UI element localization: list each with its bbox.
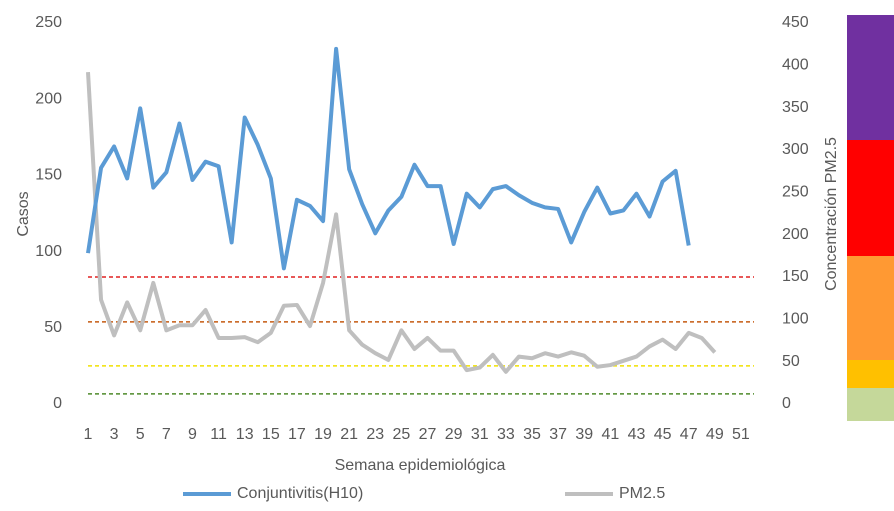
x-tick-label: 13 xyxy=(236,426,254,443)
x-tick-label: 7 xyxy=(162,426,171,443)
x-tick-label: 27 xyxy=(419,426,437,443)
y2-tick-label: 200 xyxy=(782,226,809,243)
x-axis-title: Semana epidemiológica xyxy=(335,457,506,474)
y-tick-label: 0 xyxy=(53,395,62,412)
y2-tick-label: 250 xyxy=(782,184,809,201)
x-tick-label: 39 xyxy=(575,426,593,443)
y2-tick-label: 0 xyxy=(782,395,791,412)
x-tick-label: 31 xyxy=(471,426,489,443)
x-tick-label: 15 xyxy=(262,426,280,443)
x-tick-label: 43 xyxy=(628,426,646,443)
y-tick-label: 100 xyxy=(35,243,62,260)
x-tick-label: 23 xyxy=(366,426,384,443)
y2-axis-title: Concentración PM2.5 xyxy=(823,137,840,291)
x-tick-label: 29 xyxy=(445,426,463,443)
x-tick-label: 17 xyxy=(288,426,306,443)
x-tick-label: 51 xyxy=(732,426,750,443)
x-tick-label: 11 xyxy=(210,426,227,443)
x-tick-label: 3 xyxy=(110,426,119,443)
x-tick-label: 45 xyxy=(654,426,672,443)
y-tick-label: 50 xyxy=(44,319,62,336)
y-tick-label: 200 xyxy=(35,90,62,107)
y2-tick-label: 350 xyxy=(782,99,809,116)
scale-band xyxy=(847,256,894,360)
x-tick-label: 49 xyxy=(706,426,724,443)
series-line xyxy=(86,71,717,374)
x-tick-label: 19 xyxy=(314,426,332,443)
x-tick-label: 35 xyxy=(523,426,541,443)
y2-tick-label: 50 xyxy=(782,353,800,370)
x-tick-label: 1 xyxy=(84,426,93,443)
scale-band xyxy=(847,360,894,388)
y2-tick-label: 100 xyxy=(782,311,809,328)
y2-tick-label: 400 xyxy=(782,57,809,74)
y-axis-title: Casos xyxy=(15,191,32,236)
x-tick-label: 5 xyxy=(136,426,145,443)
series-line xyxy=(86,46,691,271)
x-tick-label: 33 xyxy=(497,426,515,443)
x-tick-label: 21 xyxy=(340,426,358,443)
x-tick-label: 25 xyxy=(393,426,411,443)
x-tick-label: 41 xyxy=(601,426,619,443)
y2-tick-label: 150 xyxy=(782,268,809,285)
scale-band xyxy=(847,388,894,421)
y2-tick-label: 300 xyxy=(782,141,809,158)
y-tick-label: 150 xyxy=(35,167,62,184)
y2-tick-label: 450 xyxy=(782,14,809,31)
legend-label: Conjuntivitis(H10) xyxy=(237,485,363,502)
x-tick-label: 37 xyxy=(549,426,567,443)
scale-band xyxy=(847,140,894,256)
y-tick-label: 250 xyxy=(35,14,62,31)
scale-band xyxy=(847,15,894,140)
x-tick-label: 47 xyxy=(680,426,698,443)
x-tick-label: 9 xyxy=(188,426,197,443)
legend-label: PM2.5 xyxy=(619,485,665,502)
